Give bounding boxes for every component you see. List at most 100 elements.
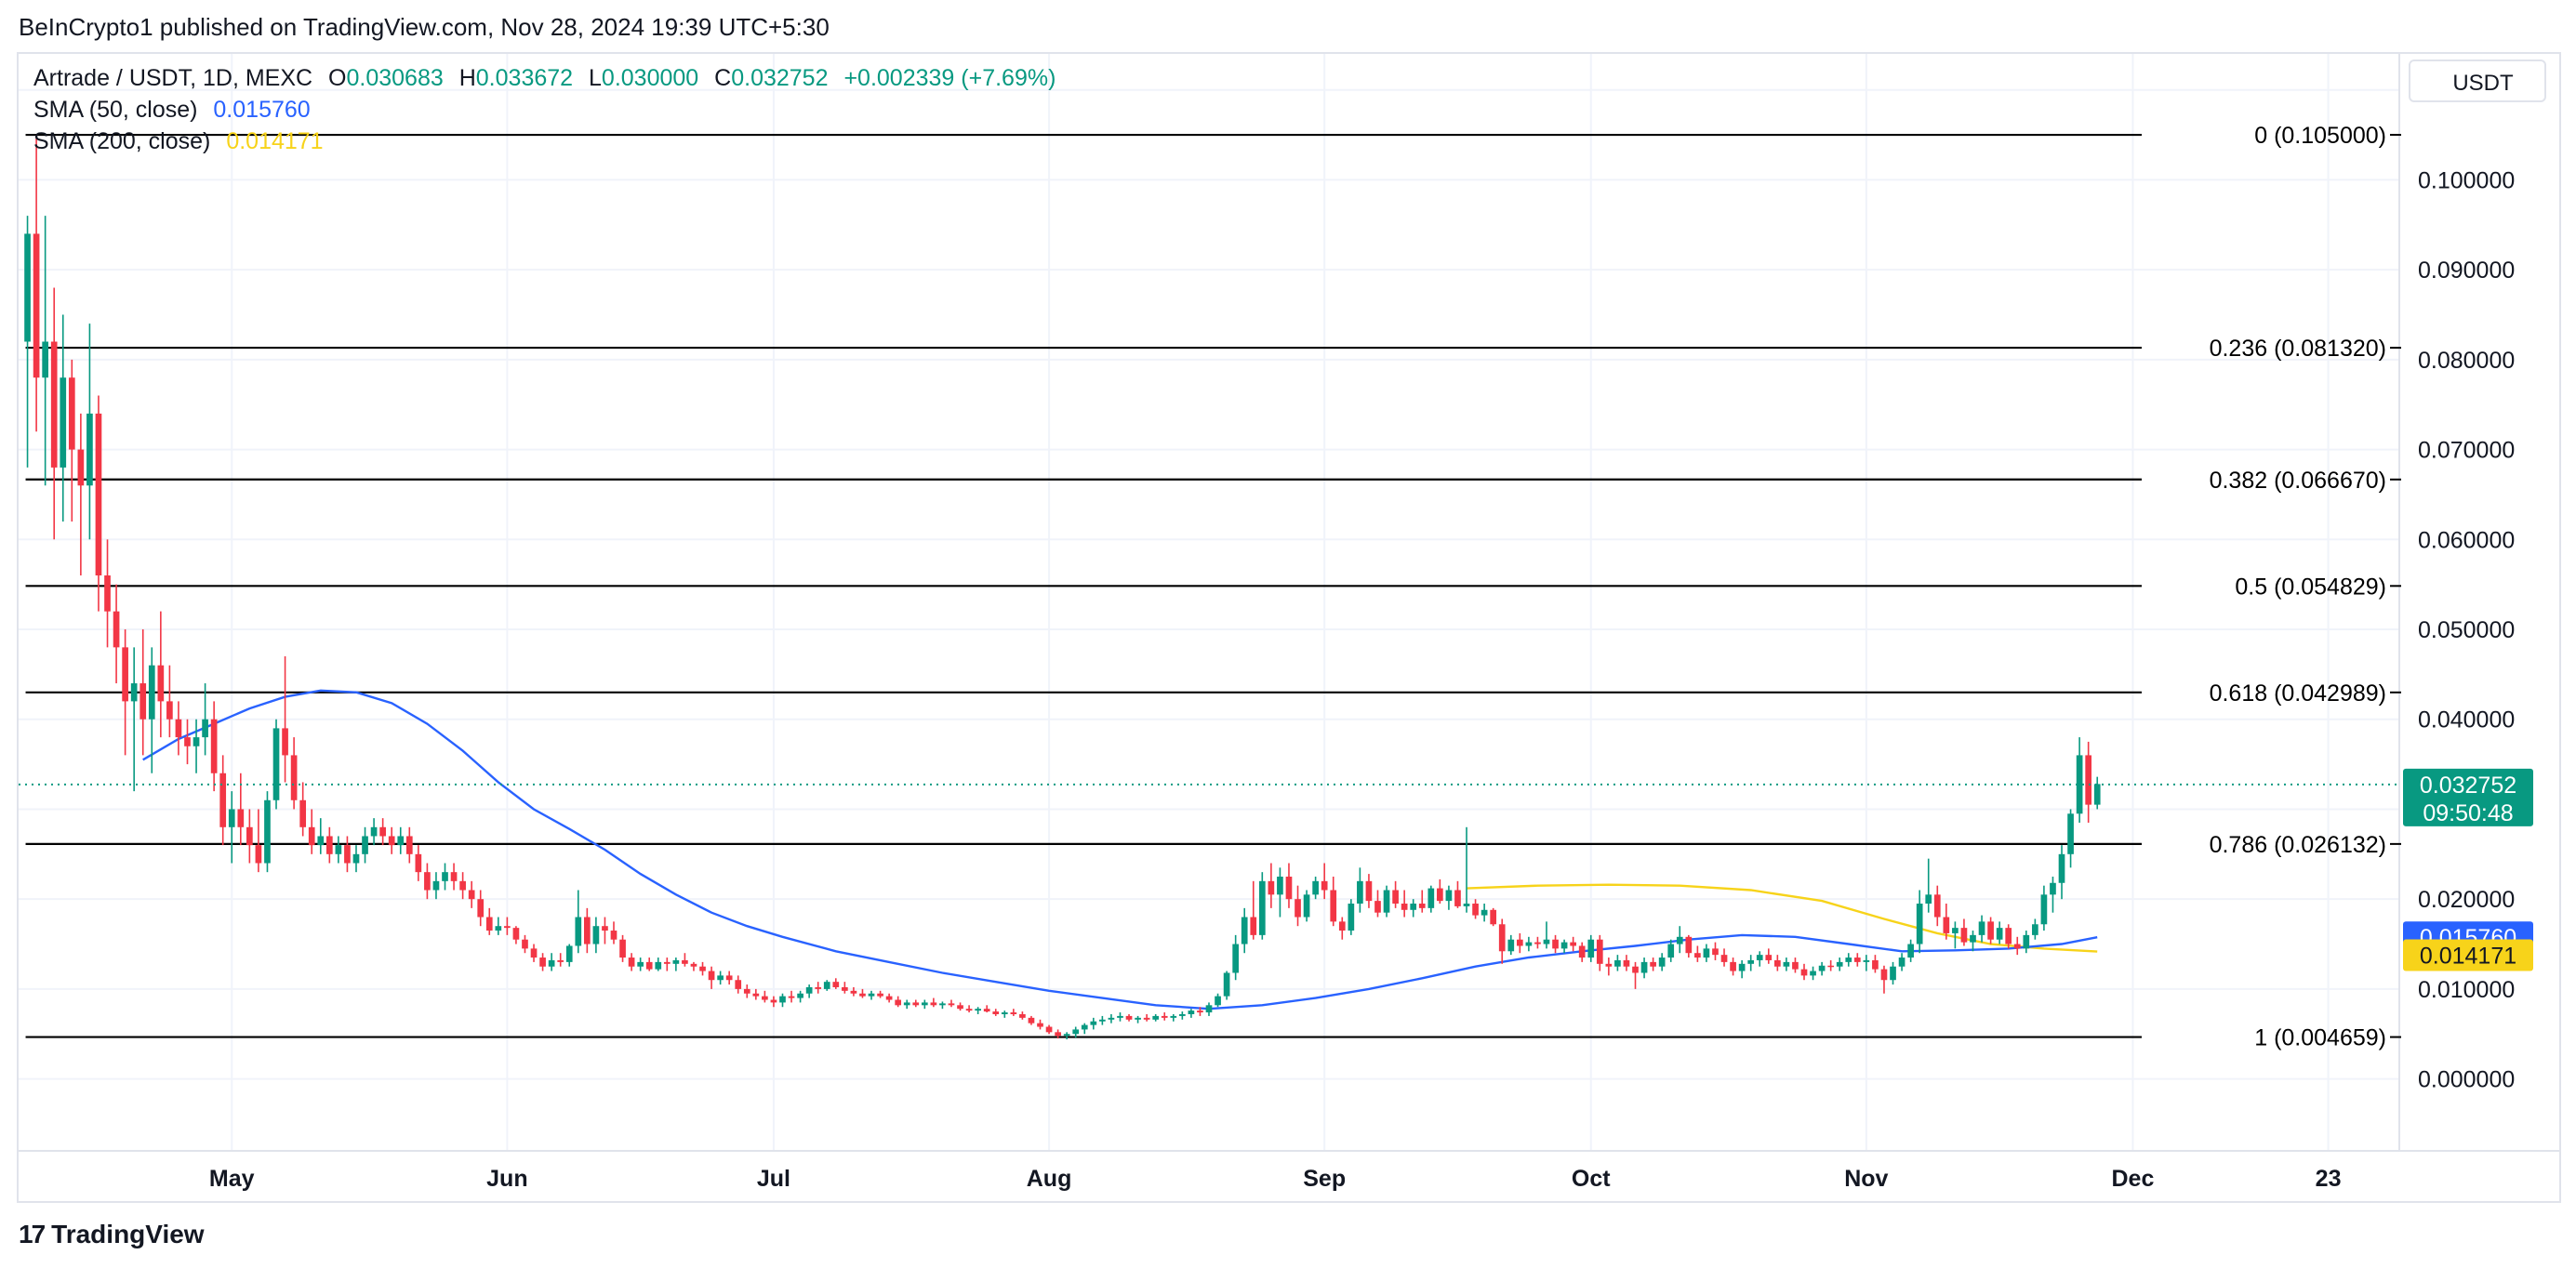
candle-body xyxy=(2085,755,2092,805)
candle-down xyxy=(1720,948,1728,967)
legend-sma50[interactable]: SMA (50, close) 0.015760 xyxy=(33,97,320,124)
candle-body xyxy=(1792,961,1799,970)
candle-down xyxy=(1055,1029,1061,1039)
candle-down xyxy=(1685,934,1693,958)
candle-up xyxy=(575,890,582,954)
sma50-label: SMA (50, close) xyxy=(33,97,198,123)
candle-body xyxy=(1916,904,1923,944)
candle-up xyxy=(2093,776,2101,810)
candle-body xyxy=(1632,966,1639,973)
candle-body xyxy=(1658,958,1666,967)
candle-up xyxy=(805,984,813,998)
candle-down xyxy=(752,988,760,1000)
time-axis[interactable]: May Jun Jul Aug Sep Oct Nov Dec 23 xyxy=(209,1166,2342,1192)
candle-body xyxy=(24,233,31,342)
candle-body xyxy=(1756,955,1763,960)
candle-up xyxy=(797,990,803,1003)
candle-body xyxy=(219,773,227,827)
candle-body xyxy=(1454,890,1461,906)
candle-down xyxy=(522,934,528,954)
candle-down xyxy=(77,413,85,575)
candle-up xyxy=(1481,904,1488,922)
candle-up xyxy=(975,1007,981,1014)
candle-up xyxy=(317,818,325,854)
candle-up xyxy=(1410,899,1417,918)
candle-down xyxy=(68,359,75,522)
candle-body xyxy=(663,961,671,964)
candle-down xyxy=(584,907,591,954)
candle-up xyxy=(352,845,360,873)
candle-up xyxy=(1241,907,1248,954)
candle-body xyxy=(2032,924,2038,935)
legend-sma200[interactable]: SMA (200, close) 0.014171 xyxy=(33,128,333,155)
candle-body xyxy=(1952,928,1959,933)
candle-body xyxy=(1800,969,1808,976)
candle-up xyxy=(1001,1010,1008,1018)
candle-up xyxy=(1507,934,1515,956)
candle-body xyxy=(912,1002,920,1006)
candle-body xyxy=(1117,1015,1123,1018)
candle-down xyxy=(1623,955,1630,971)
candle-up xyxy=(1232,934,1239,981)
candle-body xyxy=(1188,1010,1195,1014)
candle-body xyxy=(1996,928,2003,940)
fib-retracement[interactable]: 0 (0.105000) 0.236 (0.081320) 0.382 (0.066… xyxy=(25,123,2401,1051)
candle-down xyxy=(877,990,883,998)
candle-body xyxy=(1872,959,1879,970)
candle-body xyxy=(619,939,626,958)
candle-up xyxy=(1179,1011,1186,1020)
candle-body xyxy=(717,975,724,981)
candle-body xyxy=(1560,942,1568,949)
sma50-value: 0.015760 xyxy=(213,97,311,123)
candle-up xyxy=(1667,939,1675,962)
candle-body xyxy=(1338,921,1346,931)
tradingview-logo[interactable]: 17 TradingView xyxy=(19,1220,205,1249)
candle-up xyxy=(1081,1023,1088,1035)
fib-label: 0.236 (0.081320) xyxy=(2210,336,2386,362)
currency-button[interactable]: USDT xyxy=(2409,59,2546,102)
candle-down xyxy=(33,135,40,432)
candle-up xyxy=(779,993,786,1008)
candle-body xyxy=(797,993,803,998)
candle-body xyxy=(1135,1017,1141,1020)
fib-label: 1 (0.004659) xyxy=(2254,1025,2386,1051)
sma200-label: SMA (200, close) xyxy=(33,128,211,154)
candle-body xyxy=(282,728,288,756)
candle-down xyxy=(1765,948,1773,964)
candle-down xyxy=(104,539,111,648)
candle-up xyxy=(1303,890,1310,922)
candle-body xyxy=(842,986,848,991)
candle-down xyxy=(1250,880,1257,940)
candle-body xyxy=(50,341,58,468)
sma200-tag: 0.014171 xyxy=(2403,939,2533,971)
candle-body xyxy=(1223,972,1230,997)
candle-down xyxy=(1880,965,1888,994)
candle-body xyxy=(1001,1012,1008,1014)
candle-body xyxy=(264,799,271,864)
candle-body xyxy=(1605,963,1613,967)
candle-body xyxy=(1463,904,1470,906)
candle-body xyxy=(86,413,93,486)
candle-body xyxy=(317,836,325,846)
time-tick-label: Nov xyxy=(1844,1166,1888,1192)
candle-down xyxy=(1516,932,1523,954)
candle-body xyxy=(1330,890,1337,922)
candle-body xyxy=(1720,955,1728,962)
candle-down xyxy=(770,996,777,1008)
candle-down xyxy=(1019,1011,1026,1020)
candle-body xyxy=(1774,959,1781,967)
candle-body xyxy=(1472,904,1479,916)
legend-ohlc[interactable]: Artrade / USDT, 1D, MEXC O0.030683 H0.03… xyxy=(33,65,1065,92)
candle-body xyxy=(95,413,102,575)
candle-body xyxy=(432,880,440,891)
candle-up xyxy=(921,999,928,1010)
price-tick-label: 0.050000 xyxy=(2418,617,2515,643)
candle-body xyxy=(1081,1024,1088,1030)
candle-body xyxy=(228,809,235,827)
legend-symbol[interactable]: Artrade / USDT, 1D, MEXC xyxy=(33,65,313,91)
time-tick-label: Jun xyxy=(486,1166,527,1192)
candle-down xyxy=(1392,880,1399,908)
candle-body xyxy=(139,683,147,720)
candle-body xyxy=(575,917,582,946)
